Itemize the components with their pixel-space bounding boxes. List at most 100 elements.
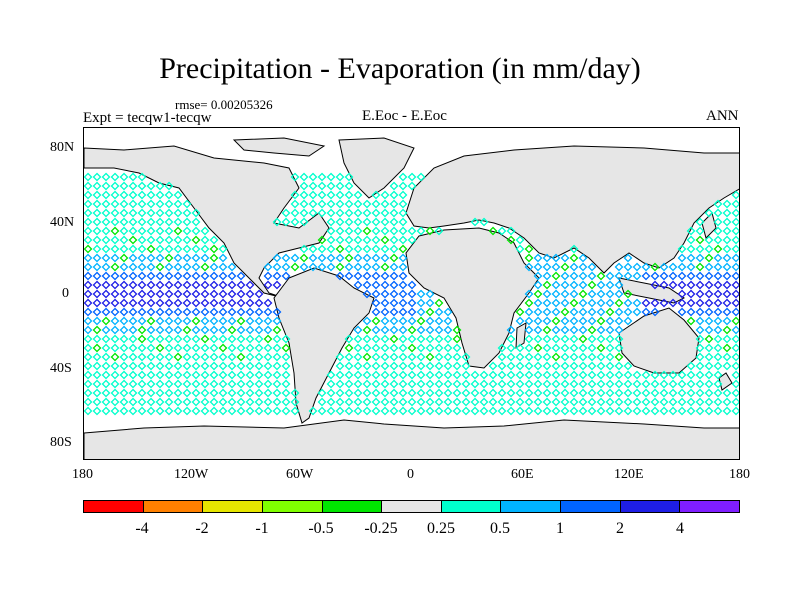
- anomaly-stipple: [173, 208, 183, 218]
- anomaly-stipple: [362, 262, 372, 272]
- anomaly-stipple: [218, 370, 228, 380]
- anomaly-stipple: [560, 262, 570, 272]
- anomaly-stipple: [146, 334, 156, 344]
- anomaly-stipple: [560, 307, 570, 317]
- anomaly-stipple: [371, 316, 381, 326]
- season-label: ANN: [706, 108, 739, 124]
- anomaly-stipple: [731, 271, 739, 281]
- anomaly-stipple: [164, 298, 174, 308]
- anomaly-stipple: [461, 397, 471, 407]
- anomaly-stipple: [632, 262, 642, 272]
- anomaly-stipple: [686, 289, 696, 299]
- anomaly-stipple: [731, 388, 739, 398]
- anomaly-stipple: [713, 388, 723, 398]
- anomaly-stipple: [128, 181, 138, 191]
- anomaly-stipple: [470, 217, 480, 227]
- anomaly-stipple: [371, 280, 381, 290]
- anomaly-stipple: [371, 271, 381, 281]
- anomaly-stipple: [542, 388, 552, 398]
- anomaly-stipple: [506, 379, 516, 389]
- anomaly-stipple: [92, 379, 102, 389]
- anomaly-stipple: [686, 307, 696, 317]
- anomaly-stipple: [380, 289, 390, 299]
- anomaly-stipple: [407, 181, 417, 191]
- anomaly-stipple: [605, 307, 615, 317]
- anomaly-stipple: [137, 280, 147, 290]
- anomaly-stipple: [596, 397, 606, 407]
- anomaly-stipple: [542, 343, 552, 353]
- anomaly-stipple: [191, 271, 201, 281]
- anomaly-stipple: [398, 190, 408, 200]
- colorbar-box: [322, 501, 383, 512]
- anomaly-stipple: [497, 370, 507, 380]
- anomaly-stipple: [686, 388, 696, 398]
- anomaly-stipple: [686, 298, 696, 308]
- anomaly-stipple: [92, 190, 102, 200]
- anomaly-stipple: [137, 343, 147, 353]
- anomaly-stipple: [227, 325, 237, 335]
- anomaly-stipple: [614, 262, 624, 272]
- anomaly-stipple: [182, 334, 192, 344]
- anomaly-stipple: [398, 289, 408, 299]
- anomaly-stipple: [263, 325, 273, 335]
- anomaly-stipple: [236, 325, 246, 335]
- anomaly-stipple: [137, 397, 147, 407]
- anomaly-stipple: [164, 343, 174, 353]
- anomaly-stipple: [551, 397, 561, 407]
- anomaly-stipple: [110, 226, 120, 236]
- anomaly-stipple: [218, 397, 228, 407]
- anomaly-stipple: [137, 217, 147, 227]
- anomaly-stipple: [713, 226, 723, 236]
- anomaly-stipple: [164, 361, 174, 371]
- anomaly-stipple: [389, 316, 399, 326]
- anomaly-stipple: [209, 262, 219, 272]
- anomaly-stipple: [524, 388, 534, 398]
- anomaly-stipple: [173, 235, 183, 245]
- anomaly-stipple: [84, 289, 93, 299]
- anomaly-stipple: [695, 253, 705, 263]
- anomaly-stipple: [110, 199, 120, 209]
- land-new-zealand: [718, 372, 733, 391]
- anomaly-stipple: [452, 343, 462, 353]
- anomaly-stipple: [542, 271, 552, 281]
- anomaly-stipple: [416, 397, 426, 407]
- anomaly-stipple: [596, 298, 606, 308]
- x-tick-label: 180: [72, 467, 93, 482]
- anomaly-stipple: [344, 181, 354, 191]
- anomaly-stipple: [272, 370, 282, 380]
- anomaly-stipple: [245, 334, 255, 344]
- anomaly-stipple: [254, 343, 264, 353]
- anomaly-stipple: [308, 253, 318, 263]
- anomaly-stipple: [398, 235, 408, 245]
- anomaly-stipple: [128, 271, 138, 281]
- anomaly-stipple: [128, 307, 138, 317]
- anomaly-stipple: [173, 298, 183, 308]
- anomaly-stipple: [191, 307, 201, 317]
- anomaly-stipple: [335, 388, 345, 398]
- anomaly-stipple: [380, 388, 390, 398]
- anomaly-stipple: [164, 379, 174, 389]
- anomaly-stipple: [407, 226, 417, 236]
- anomaly-stipple: [155, 289, 165, 299]
- anomaly-stipple: [632, 397, 642, 407]
- anomaly-stipple: [731, 217, 739, 227]
- anomaly-stipple: [398, 397, 408, 407]
- anomaly-stipple: [92, 208, 102, 218]
- anomaly-stipple: [497, 388, 507, 398]
- anomaly-stipple: [200, 406, 210, 416]
- anomaly-stipple: [155, 280, 165, 290]
- anomaly-stipple: [605, 343, 615, 353]
- anomaly-stipple: [731, 289, 739, 299]
- anomaly-stipple: [488, 379, 498, 389]
- anomaly-stipple: [362, 235, 372, 245]
- y-tick-label: 40S: [50, 361, 72, 376]
- anomaly-stipple: [182, 280, 192, 290]
- anomaly-stipple: [335, 271, 345, 281]
- anomaly-stipple: [524, 244, 534, 254]
- anomaly-stipple: [119, 208, 129, 218]
- anomaly-stipple: [353, 271, 363, 281]
- anomaly-stipple: [650, 298, 660, 308]
- anomaly-stipple: [434, 334, 444, 344]
- anomaly-stipple: [182, 388, 192, 398]
- anomaly-stipple: [218, 280, 228, 290]
